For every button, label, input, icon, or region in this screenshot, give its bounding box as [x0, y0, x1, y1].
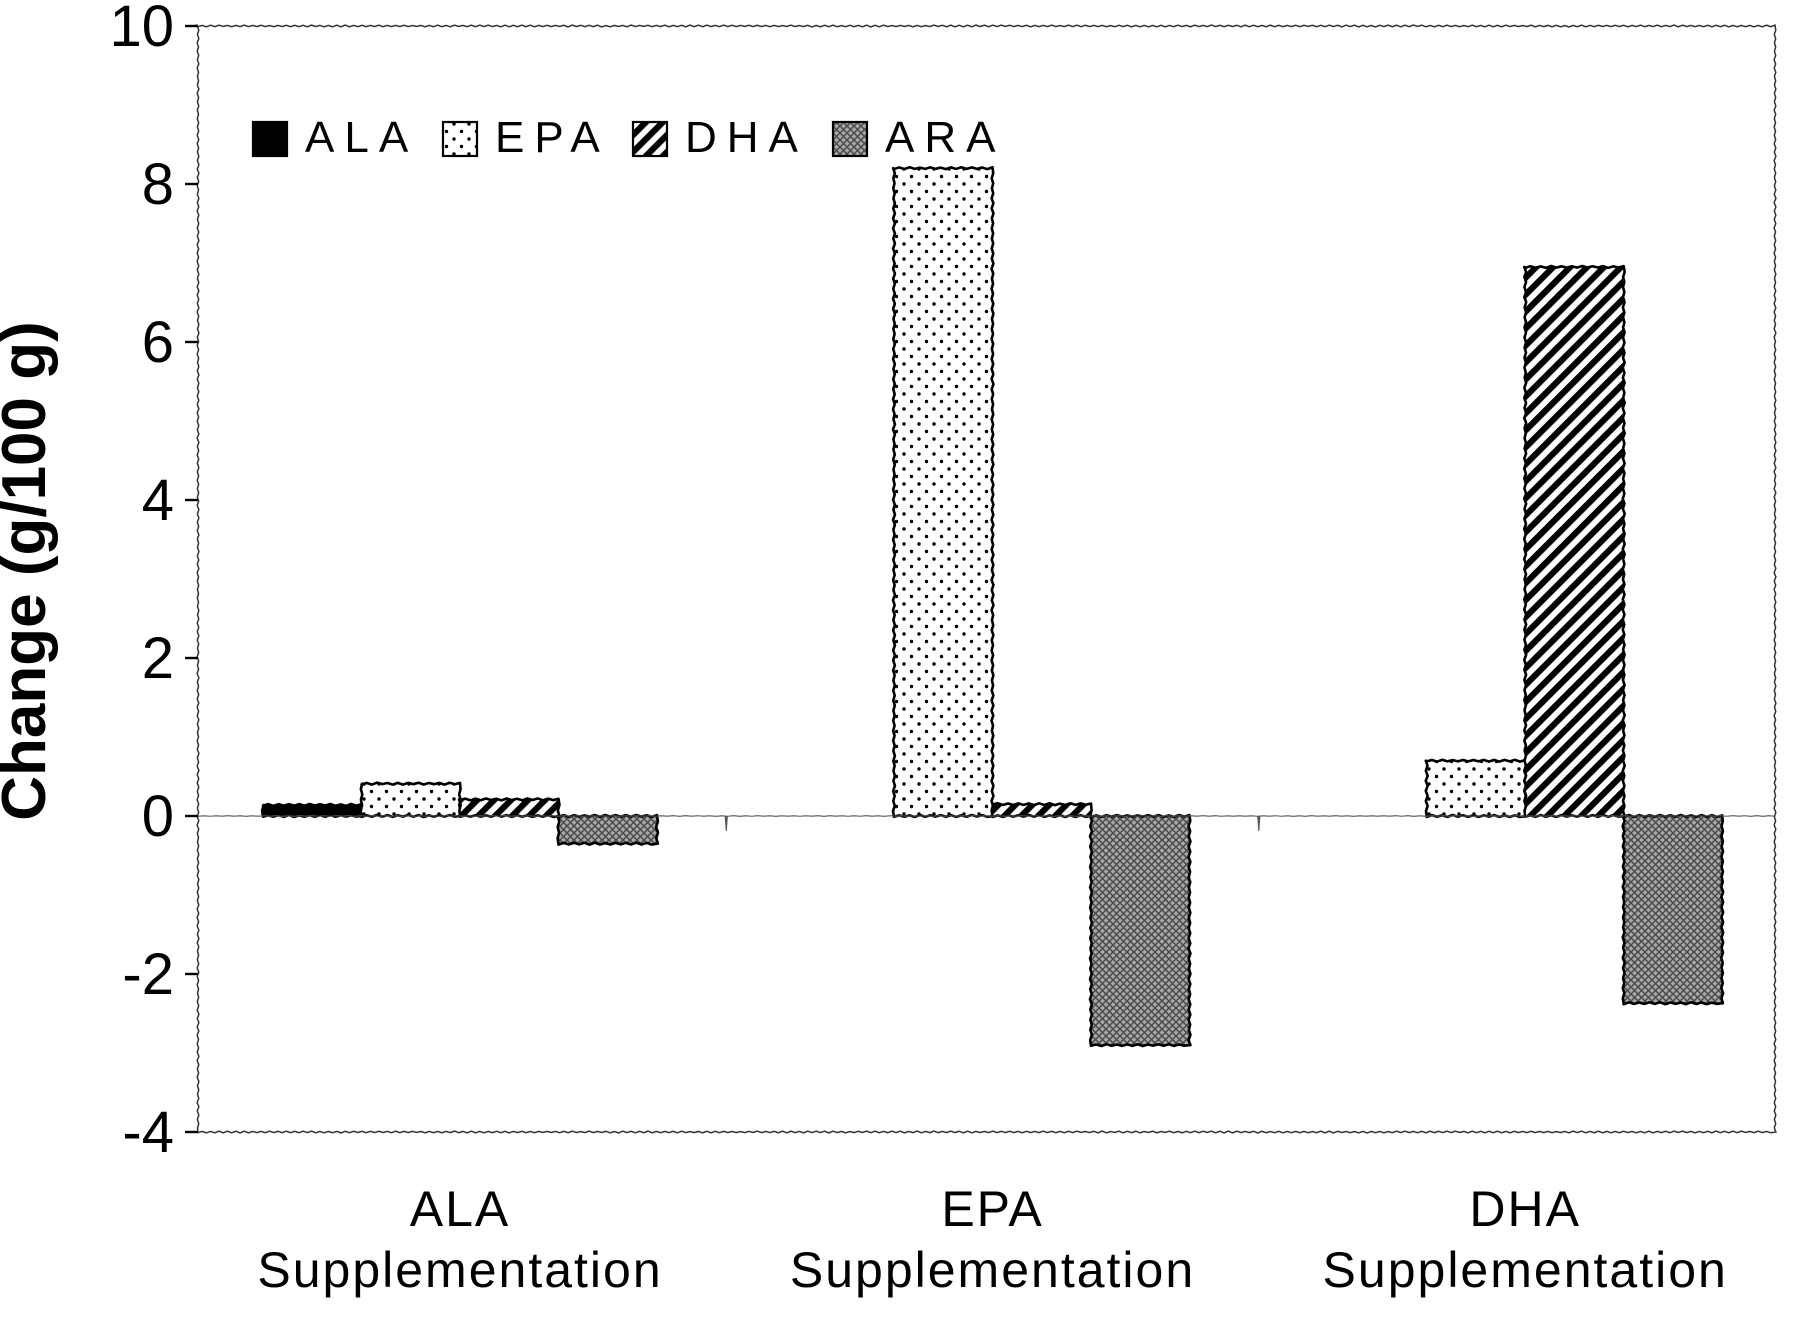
svg-text:Supplementation: Supplementation [1323, 1242, 1728, 1298]
svg-text:ALA: ALA [305, 113, 418, 162]
svg-text:-4: -4 [122, 1100, 174, 1165]
svg-text:DHA: DHA [1469, 1181, 1581, 1237]
svg-text:EPA: EPA [941, 1181, 1043, 1237]
svg-text:EPA: EPA [495, 113, 610, 162]
svg-text:2: 2 [142, 626, 174, 691]
svg-text:4: 4 [142, 468, 174, 533]
svg-text:6: 6 [142, 310, 174, 375]
svg-text:ALA: ALA [410, 1181, 511, 1237]
svg-text:10: 10 [109, 0, 174, 59]
svg-text:Change (g/100 g): Change (g/100 g) [0, 321, 59, 821]
svg-text:8: 8 [142, 152, 174, 217]
svg-text:-2: -2 [122, 942, 174, 1007]
svg-text:DHA: DHA [685, 113, 808, 162]
svg-text:Supplementation: Supplementation [257, 1242, 662, 1298]
svg-text:ARA: ARA [885, 113, 1005, 162]
svg-text:Supplementation: Supplementation [790, 1242, 1195, 1298]
svg-text:0: 0 [142, 784, 174, 849]
